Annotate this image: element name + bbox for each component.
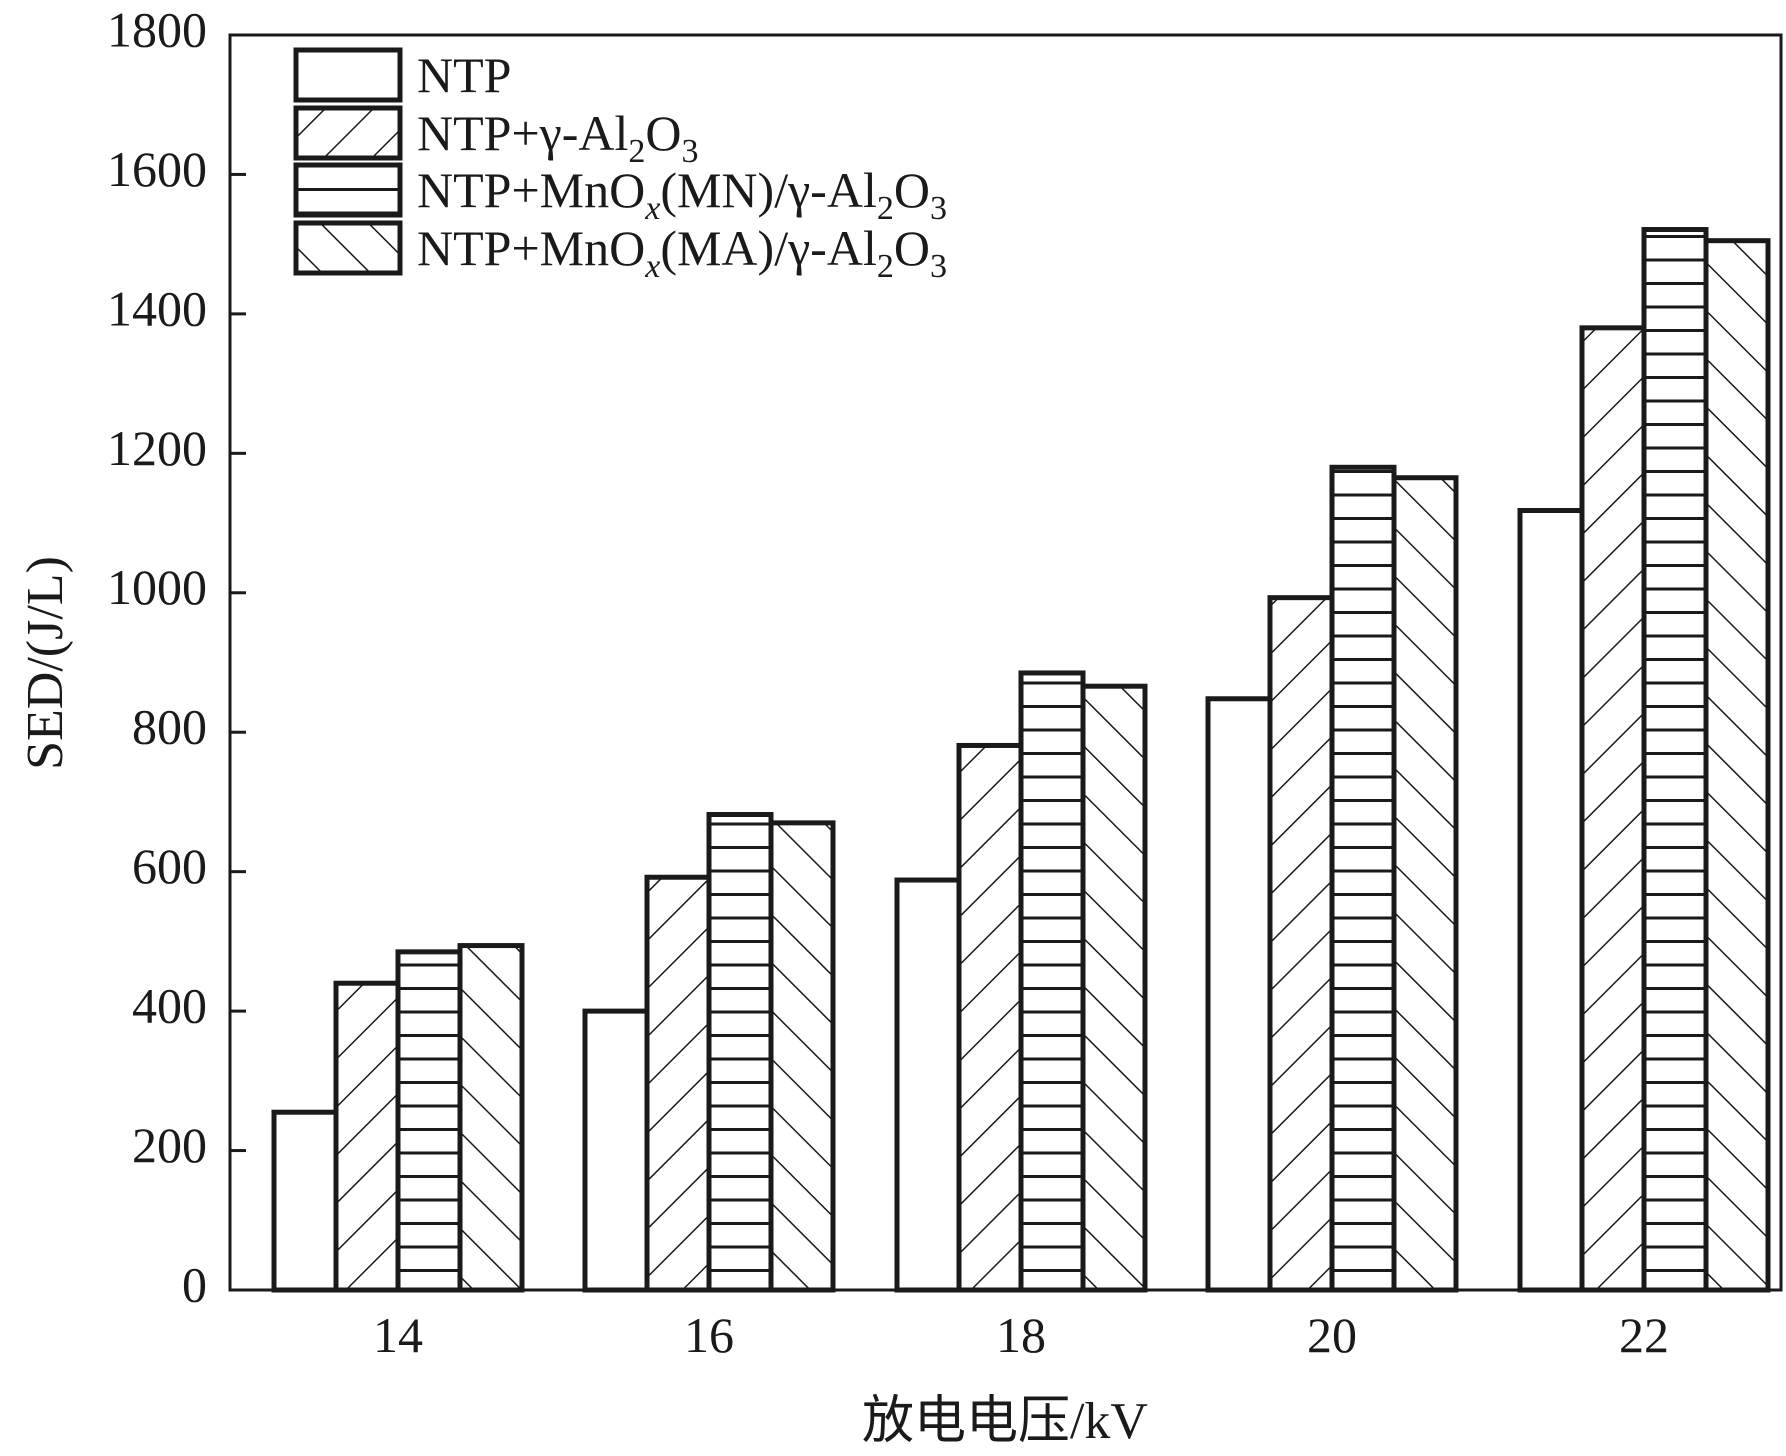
bar-1-18 — [894, 877, 962, 1293]
bar-4-20 — [1391, 475, 1459, 1293]
y-tick-label: 400 — [132, 978, 207, 1034]
x-axis-title: 放电电压/kV — [862, 1393, 1148, 1450]
bar-3-16 — [706, 811, 774, 1293]
legend-swatch-1 — [293, 47, 403, 103]
plot-frame — [228, 33, 1783, 1292]
bar-1-20 — [1205, 696, 1273, 1293]
bar-4-14 — [457, 943, 525, 1293]
y-tick-label: 1200 — [107, 420, 207, 476]
x-tick-label: 20 — [1307, 1307, 1357, 1363]
bar-2-16 — [644, 874, 712, 1293]
bars-layer — [271, 227, 1771, 1293]
y-tick-label: 0 — [182, 1256, 207, 1312]
bar-2-18 — [956, 742, 1024, 1293]
y-tick-label: 1400 — [107, 280, 207, 336]
x-tick-label: 18 — [996, 1307, 1046, 1363]
bar-3-14 — [395, 949, 463, 1293]
legend-label-1: NTP — [417, 47, 511, 103]
legend: NTPNTP+γ-Al2O3NTP+MnOx(MN)/γ-Al2O3NTP+Mn… — [293, 47, 947, 285]
legend-label-2: NTP+γ-Al2O3 — [417, 105, 699, 170]
y-tick-label: 1600 — [107, 141, 207, 197]
legend-label-4: NTP+MnOx(MA)/γ-Al2O3 — [417, 220, 947, 285]
legend-swatch-4 — [293, 220, 403, 276]
legend-swatch-2 — [293, 105, 403, 161]
bar-3-22 — [1641, 227, 1709, 1293]
bar-1-16 — [582, 1008, 650, 1293]
bar-4-16 — [768, 820, 836, 1293]
y-tick-label: 1000 — [107, 559, 207, 615]
bar-3-20 — [1329, 464, 1397, 1293]
bar-1-14 — [271, 1109, 339, 1293]
bar-2-20 — [1267, 595, 1335, 1293]
bar-2-14 — [333, 980, 401, 1293]
x-tick-label: 16 — [684, 1307, 734, 1363]
y-axis-title: SED/(J/L) — [17, 556, 74, 770]
axis-layer: 0 200 400 600 800 1000 1200 1400 1600 1800 14 16 18 2… — [107, 1, 1669, 1363]
y-tick-label: 1800 — [107, 1, 207, 57]
bar-2-22 — [1579, 325, 1647, 1293]
bar-1-22 — [1517, 508, 1585, 1293]
legend-label-3: NTP+MnOx(MN)/γ-Al2O3 — [417, 162, 947, 227]
bar-3-18 — [1018, 670, 1086, 1293]
y-tick-label: 200 — [132, 1117, 207, 1173]
bar-4-18 — [1080, 683, 1148, 1293]
legend-swatch-3 — [293, 162, 403, 218]
x-tick-label: 14 — [373, 1307, 423, 1363]
y-tick-label: 600 — [132, 838, 207, 894]
x-tick-label: 22 — [1619, 1307, 1669, 1363]
bar-4-22 — [1703, 238, 1771, 1293]
y-tick-label: 800 — [132, 699, 207, 755]
